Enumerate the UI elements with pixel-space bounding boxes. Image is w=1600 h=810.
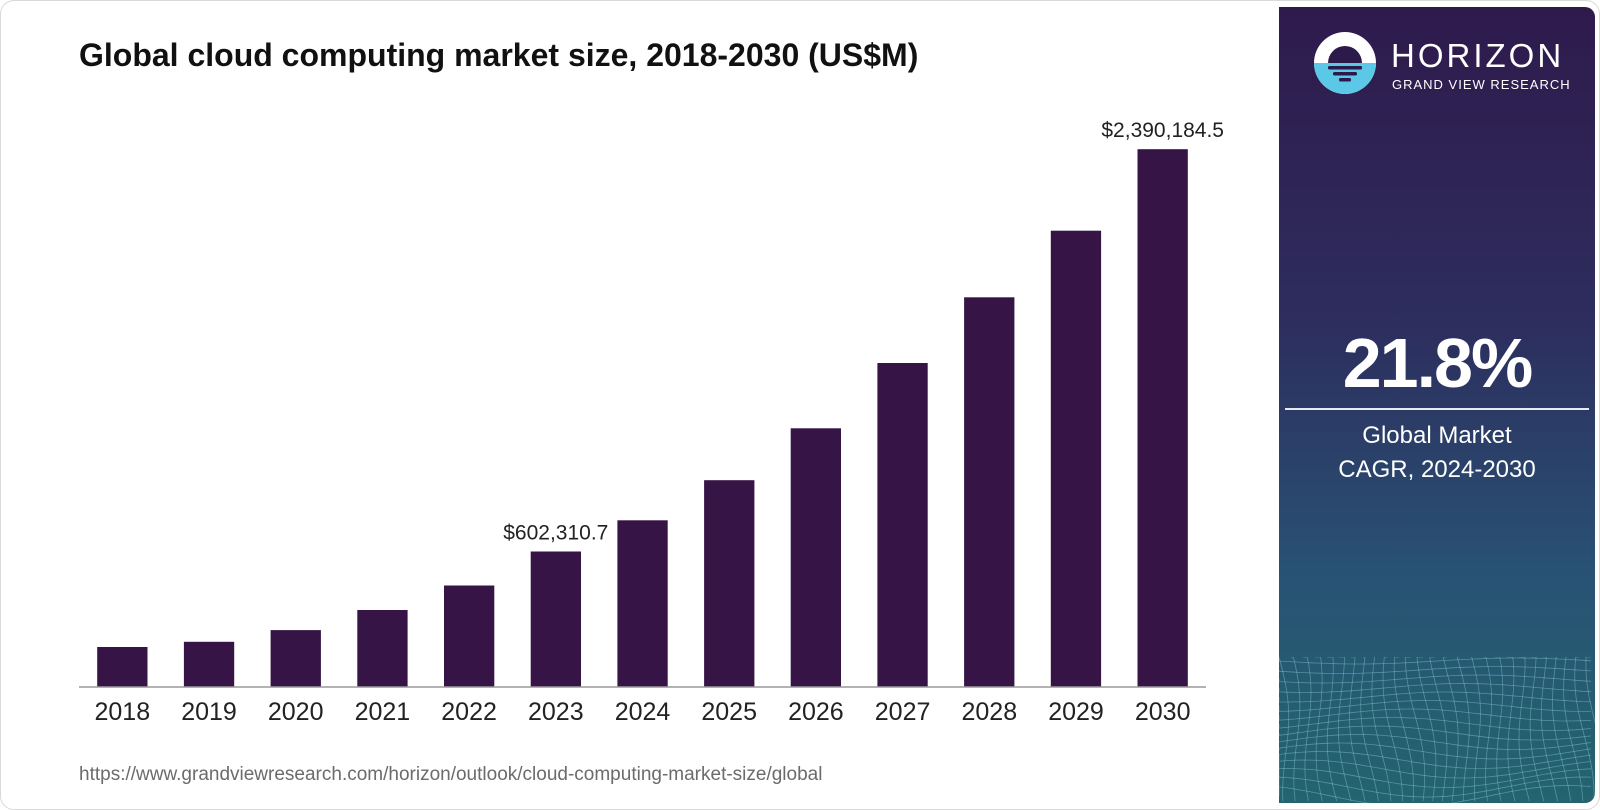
x-tick-2030: 2030 [1135,698,1191,726]
bar-2024 [617,520,668,687]
cagr-label-line2: CAGR, 2024-2030 [1338,456,1536,483]
mesh-row [1279,751,1592,769]
cagr-panel: HORIZON GRAND VIEW RESEARCH 21.8% Global… [1279,7,1595,803]
logo-wordmark: HORIZON [1391,37,1565,74]
mesh-column [1529,657,1544,802]
x-tick-2029: 2029 [1048,698,1104,726]
mesh-row [1279,666,1592,674]
bar-2023 [530,551,581,687]
mesh-row [1279,683,1592,693]
bar-2028 [964,297,1015,687]
x-tick-2018: 2018 [94,698,150,726]
mesh-column [1326,657,1338,802]
bar-2030 [1137,149,1188,687]
data-label-2030: $2,390,184.5 [1101,119,1224,142]
mesh-column [1442,657,1459,802]
bar-2022 [444,585,495,687]
mesh-row [1279,725,1592,741]
data-label-2023: $602,310.7 [503,522,608,545]
x-tick-2019: 2019 [181,698,237,726]
mesh-row [1279,700,1591,712]
x-tick-2027: 2027 [875,698,931,726]
mesh-column [1471,657,1481,802]
chart-title: Global cloud computing market size, 2018… [79,37,919,73]
mesh-row [1279,708,1592,722]
x-tick-2028: 2028 [961,698,1017,726]
mesh-column [1279,657,1290,802]
mesh-column [1574,657,1595,801]
x-tick-2022: 2022 [441,698,497,726]
bar-2019 [183,641,235,687]
bar-2020 [270,630,321,687]
mesh-row [1279,657,1592,665]
bar-2021 [357,610,408,687]
mesh-column [1456,657,1470,802]
data-labels: $602,310.7 $2,390,184.5 [503,119,1224,544]
mesh-column [1303,657,1312,802]
bar-2025 [704,480,755,687]
logo-subtitle: GRAND VIEW RESEARCH [1392,77,1571,92]
mesh-row [1279,734,1592,750]
x-tick-2025: 2025 [701,698,757,726]
mesh-column [1563,657,1584,802]
bar-chart: 2018 2019 2020 2021 2022 2023 2024 2025 2026 2027… [79,119,1224,726]
bar-2018 [97,647,148,688]
mesh-column [1429,657,1448,802]
x-tick-2024: 2024 [615,698,671,726]
source-url[interactable]: https://www.grandviewresearch.com/horizo… [79,764,823,785]
mesh-row [1279,776,1592,798]
mesh-column [1291,657,1301,802]
mesh-column [1483,657,1492,802]
bar-2029 [1050,230,1102,687]
bar-2026 [790,428,841,688]
mesh-column [1416,657,1437,802]
mesh-column [1371,657,1392,802]
sun-logo-icon [1314,32,1376,94]
cagr-label-line1: Global Market [1362,422,1512,449]
mesh-row [1279,768,1592,788]
x-tick-2020: 2020 [268,698,324,726]
mesh-column [1404,657,1426,802]
mesh-row [1279,785,1592,803]
panel-divider [1285,408,1589,410]
decorative-mesh [1279,657,1595,803]
mesh-row [1279,717,1592,731]
cagr-label: Global Market CAGR, 2024-2030 [1279,419,1595,487]
horizon-logo: HORIZON GRAND VIEW RESEARCH [1313,31,1583,95]
mesh-column [1360,657,1379,802]
mesh-column [1315,657,1323,802]
x-tick-labels: 2018 2019 2020 2021 2022 2023 2024 2025 2026 2027… [94,698,1190,726]
mesh-column [1337,657,1352,802]
mesh-column [1349,657,1366,802]
mesh-column [1585,657,1595,724]
mesh-column [1393,657,1414,802]
mesh-column [1495,657,1504,802]
mesh-row [1279,742,1592,760]
bar-2027 [877,363,928,687]
mesh-row [1279,674,1592,684]
x-tick-2026: 2026 [788,698,844,726]
mesh-row [1279,759,1592,779]
mesh-column [1507,657,1516,802]
mesh-column [1552,657,1571,802]
x-tick-2023: 2023 [528,698,584,726]
mesh-column [1540,657,1558,802]
x-tick-2021: 2021 [355,698,411,726]
mesh-row [1279,691,1592,703]
mesh-column [1382,657,1403,802]
mesh-column [1518,657,1530,802]
bars-group [97,149,1188,688]
cagr-value: 21.8% [1342,324,1533,402]
